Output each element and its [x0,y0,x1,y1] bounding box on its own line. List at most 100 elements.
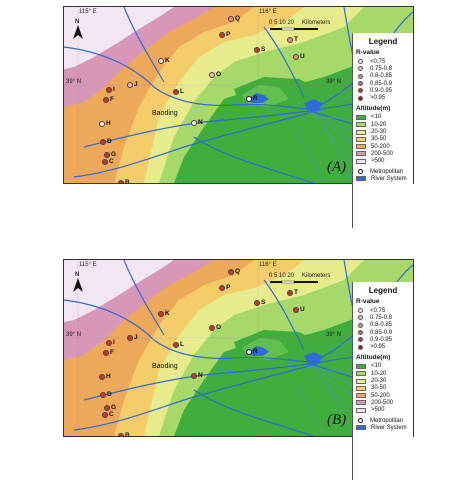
metropolitan-label-b: Metropolitan [370,417,404,424]
altitude-row: <10 [356,114,413,121]
rvalue-row: >0.95 [356,94,413,101]
tick-lat-39-left-b: 39° N [66,332,82,338]
altitude-swatch [356,407,366,413]
site-marker-f [103,350,109,356]
legend-metropolitan-b: Metropolitan [356,417,413,424]
rvalue-row-b: 0.85-0.9 [356,329,413,336]
altitude-label: 20-30 [371,129,387,136]
altitude-swatch [356,385,366,391]
river-swatch-b [356,425,366,431]
tick-lat-39-right-b: 39° N [326,332,342,338]
site-label-d: D [107,138,112,145]
altitude-label: 50-200 [371,392,390,399]
metropolitan-icon-b [358,418,363,423]
scale-bar-a [270,27,318,31]
legend-title-b: Legend [368,286,398,295]
site-marker-f [103,97,109,103]
site-label-g: G [111,404,117,411]
site-label-q: Q [235,268,241,275]
site-label-l: L [180,341,184,348]
tick-lon-115-b: 115° E [79,262,97,268]
site-marker-c [102,159,108,165]
site-marker-d [100,392,106,398]
legend-river: River System [356,175,413,182]
tick-lon-116-b: 116° E [259,262,277,268]
altitude-label: 20-30 [371,378,387,385]
site-label-b: B [125,432,130,437]
site-label-t: T [294,289,298,296]
site-label-t: T [294,36,298,43]
site-marker-g [104,152,110,158]
site-marker-s [254,47,260,53]
site-label-j: J [134,81,138,88]
river-label: River System [371,175,407,182]
site-marker-t [287,290,293,296]
site-label-l: L [180,88,184,95]
altitude-swatch [356,158,366,164]
site-marker-g [104,405,110,411]
site-marker-o [209,72,215,78]
site-label-n: N [198,372,203,379]
site-label-f: F [110,96,114,103]
altitude-swatch [356,114,366,120]
north-arrow-a [73,25,83,39]
rvalue-title-b: R-value [356,298,380,305]
river-swatch [356,176,366,182]
altitude-swatch [356,122,366,128]
altitude-row-b: 200-500 [356,399,413,406]
site-marker-d [100,139,106,145]
legend-metropolitan: Metropolitan [356,168,413,175]
tick-lon-115-a: 115° E [79,9,97,15]
site-marker-b [118,180,124,183]
north-arrow-b [73,278,83,292]
site-marker-q [228,269,234,275]
rvalue-dot-icon [358,73,363,79]
rvalue-list-b: <0.75 0.75-0.8 0.8-0.85 0.85-0.9 0.9-0.95 >0.… [353,307,413,351]
site-marker-p [219,285,225,291]
site-marker-n [191,373,197,379]
rvalue-label: 0.75-0.8 [370,314,393,321]
river-label-b: River System [371,424,407,431]
site-marker-k [158,58,164,64]
site-label-u: U [300,306,305,313]
rvalue-label: 0.8-0.85 [370,73,393,80]
rvalue-dot-icon [358,88,363,94]
rvalue-row-b: >0.95 [356,343,413,350]
rvalue-dot-icon [358,337,363,343]
altitude-label: 10-20 [371,121,387,128]
altitude-label: 200-500 [371,150,394,157]
altitude-list: <10 10-20 20-30 30-50 50-200 200-500 >500 [353,114,413,165]
site-marker-i [106,87,112,93]
site-label-i: I [113,339,115,346]
site-label-s: S [261,46,266,53]
rvalue-row: 0.9-0.95 [356,87,413,94]
rvalue-row: 0.85-0.9 [356,80,413,87]
site-marker-n [191,120,197,126]
panel-label-b: (B) [327,412,347,428]
altitude-row-b: 30-50 [356,385,413,392]
site-label-h: H [106,373,111,380]
rvalue-label: 0.75-0.8 [370,65,393,72]
site-marker-t [287,37,293,43]
site-label-c: C [109,158,114,165]
rvalue-dot-icon [358,59,363,65]
altitude-row: 30-50 [356,136,413,143]
rvalue-label: 0.85-0.9 [370,80,393,87]
site-label-c: C [109,411,114,418]
site-marker-o [209,325,215,331]
site-marker-b [118,433,124,436]
site-label-i: I [113,86,115,93]
site-label-j: J [134,334,138,341]
altitude-swatch [356,378,366,384]
rvalue-list: <0.75 0.75-0.8 0.8-0.85 0.85-0.9 0.9-0.95 >0.… [353,58,413,102]
site-marker-u [293,307,299,313]
altitude-swatch [356,129,366,135]
site-label-k: K [165,310,170,317]
altitude-row-b: >500 [356,407,413,414]
rvalue-dot-icon [358,308,363,314]
altitude-row: 200-500 [356,150,413,157]
tick-lon-116-a: 116° E [259,9,277,15]
altitude-swatch [356,151,366,157]
rvalue-label: 0.9-0.95 [370,87,393,94]
tick-lat-39-right-a: 39° N [326,79,342,85]
